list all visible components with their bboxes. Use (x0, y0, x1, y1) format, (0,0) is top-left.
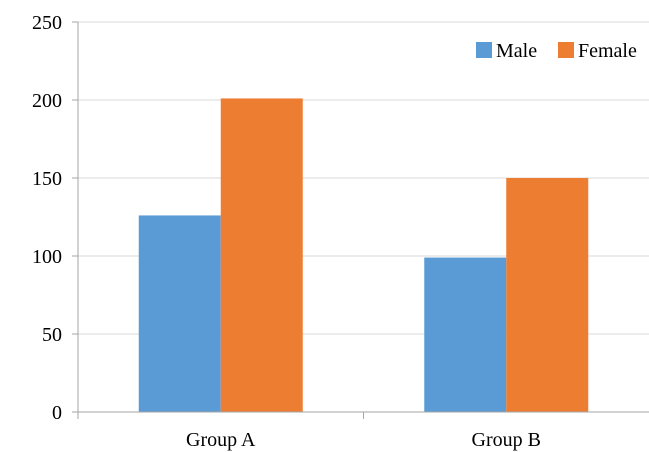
bar-female-group-b (506, 178, 589, 412)
y-tick-label: 200 (32, 90, 62, 112)
legend-swatch-male (476, 42, 492, 58)
legend-label-female: Female (578, 40, 637, 62)
x-tick-label: Group B (472, 429, 541, 451)
legend-swatch-female (558, 42, 574, 58)
x-axis: Group A Group B (77, 411, 649, 451)
y-axis: 0 50 100 150 200 250 (32, 12, 79, 424)
y-tick-label: 50 (42, 324, 62, 346)
legend: Male Female (476, 40, 637, 62)
bar-male-group-b (424, 257, 507, 412)
x-tick-label: Group A (186, 429, 256, 451)
bars (138, 98, 589, 412)
y-tick-label: 250 (32, 12, 62, 34)
legend-label-male: Male (496, 40, 537, 62)
bar-female-group-a (220, 98, 303, 412)
y-tick-label: 100 (32, 246, 62, 268)
bar-male-group-a (138, 215, 221, 412)
y-tick-label: 0 (52, 402, 62, 424)
y-tick-label: 150 (32, 168, 62, 190)
